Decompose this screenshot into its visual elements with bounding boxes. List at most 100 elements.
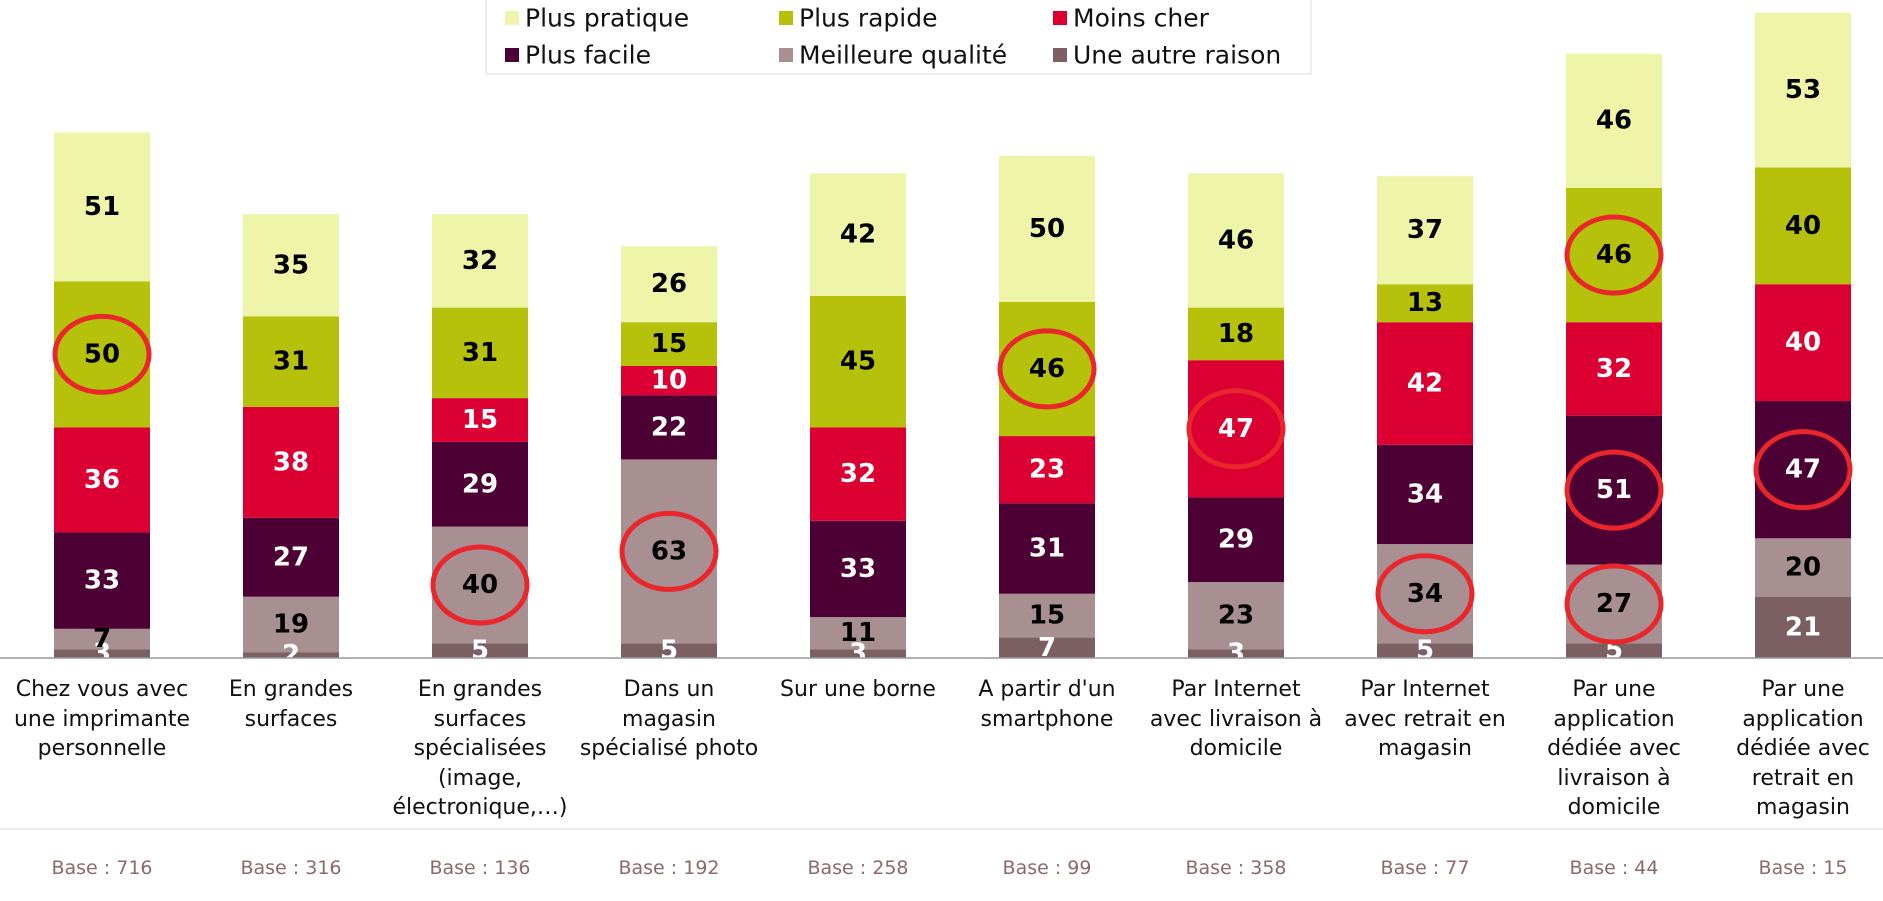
highlight-circle xyxy=(1753,429,1853,511)
value-label: 46 xyxy=(1596,106,1632,136)
legend-swatch xyxy=(779,11,793,25)
x-tick-label: Par une application dédiée avec livraiso… xyxy=(1547,677,1681,820)
legend-label: Plus facile xyxy=(525,41,651,70)
legend-swatch xyxy=(505,11,519,25)
value-label: 15 xyxy=(462,405,498,435)
bar-segment xyxy=(810,295,906,428)
value-label: 51 xyxy=(1596,475,1632,505)
bar-segment xyxy=(1377,444,1473,545)
value-label: 40 xyxy=(462,570,498,600)
value-label: 26 xyxy=(651,269,687,299)
bar-segment xyxy=(54,649,150,658)
bar-segment xyxy=(810,649,906,658)
base-label: Base : 316 xyxy=(240,857,342,879)
bar-segment xyxy=(621,395,717,460)
bar-segment xyxy=(432,307,528,399)
bar-segment xyxy=(810,173,906,296)
value-label: 50 xyxy=(1029,214,1065,244)
value-label: 27 xyxy=(1596,589,1632,619)
legend-label: Plus pratique xyxy=(525,4,689,33)
bar-segment xyxy=(1755,596,1851,658)
bar-segment xyxy=(432,441,528,527)
bar-segment xyxy=(1755,167,1851,285)
highlight-circle xyxy=(1186,388,1286,470)
bar-segment xyxy=(243,596,339,653)
bar-segment xyxy=(999,155,1095,302)
bar-segment xyxy=(1377,322,1473,445)
value-label: 42 xyxy=(1407,369,1443,399)
legend-label: Plus rapide xyxy=(799,4,938,33)
bar-segment xyxy=(243,517,339,597)
value-label: 2 xyxy=(282,640,300,670)
value-label: 23 xyxy=(1218,601,1254,631)
highlight-circle xyxy=(52,313,152,395)
bar-segment xyxy=(1755,12,1851,168)
legend-label: Meilleure qualité xyxy=(799,41,1007,70)
bar-segment xyxy=(54,132,150,282)
value-label: 15 xyxy=(1029,601,1065,631)
bar-segment xyxy=(621,459,717,644)
value-label: 10 xyxy=(651,366,687,396)
bar-segment xyxy=(243,406,339,518)
x-tick-label: A partir d'un smartphone xyxy=(978,677,1116,732)
value-label: 33 xyxy=(840,554,876,584)
bar-segment xyxy=(1188,360,1284,498)
bar-segment xyxy=(1377,176,1473,285)
value-label: 32 xyxy=(462,246,498,276)
bar-segment xyxy=(621,643,717,658)
value-label: 46 xyxy=(1596,240,1632,270)
bar-segment xyxy=(1377,643,1473,658)
bar-segment xyxy=(1377,544,1473,644)
bar-segment xyxy=(1188,649,1284,658)
bar-segment xyxy=(1566,415,1662,565)
value-label: 31 xyxy=(462,338,498,368)
highlight-circle xyxy=(1564,449,1664,531)
highlight-circle xyxy=(997,328,1097,410)
value-label: 13 xyxy=(1407,288,1443,318)
bar-segment xyxy=(1377,284,1473,323)
x-tick-label: Par Internet avec livraison à domicile xyxy=(1149,677,1323,761)
bar-segment xyxy=(1566,322,1662,416)
value-label: 36 xyxy=(84,465,120,495)
base-label: Base : 192 xyxy=(618,857,720,879)
x-tick-label: Dans un magasin spécialisé photo xyxy=(579,677,759,761)
value-label: 11 xyxy=(840,618,876,648)
value-label: 40 xyxy=(1785,328,1821,358)
x-tick-label: Par Internet avec retrait en magasin xyxy=(1344,677,1506,761)
value-label: 29 xyxy=(462,469,498,499)
highlight-circle xyxy=(619,510,719,592)
bar-segment xyxy=(54,281,150,428)
value-label: 31 xyxy=(1029,534,1065,564)
base-label: Base : 99 xyxy=(1002,857,1092,879)
bar-segment xyxy=(1566,53,1662,188)
bar-segment xyxy=(1755,538,1851,597)
bar-segment xyxy=(1188,497,1284,583)
value-label: 20 xyxy=(1785,552,1821,582)
bar-segment xyxy=(54,427,150,533)
x-tick-label: Par une application dédiée avec retrait … xyxy=(1736,677,1870,820)
bar-segment xyxy=(621,322,717,366)
base-label: Base : 716 xyxy=(51,857,153,879)
bar-segment xyxy=(243,214,339,317)
value-label: 7 xyxy=(93,624,111,654)
bar-segment xyxy=(432,214,528,308)
value-label: 34 xyxy=(1407,479,1443,509)
value-label: 29 xyxy=(1218,525,1254,555)
value-label: 15 xyxy=(651,329,687,359)
value-label: 42 xyxy=(840,220,876,250)
bar-segment xyxy=(1566,187,1662,323)
legend-swatch xyxy=(779,48,793,62)
highlight-circle xyxy=(430,544,530,626)
bar-segment xyxy=(1566,643,1662,658)
value-label: 46 xyxy=(1029,354,1065,384)
highlight-circle xyxy=(1564,214,1664,296)
bar-segment xyxy=(432,643,528,658)
bar-segment xyxy=(999,503,1095,594)
bar-segment xyxy=(54,532,150,629)
legend-swatch xyxy=(1053,48,1067,62)
bar-segment xyxy=(999,301,1095,437)
highlight-circle xyxy=(1375,553,1475,635)
value-label: 5 xyxy=(1416,636,1434,666)
value-label: 23 xyxy=(1029,455,1065,485)
